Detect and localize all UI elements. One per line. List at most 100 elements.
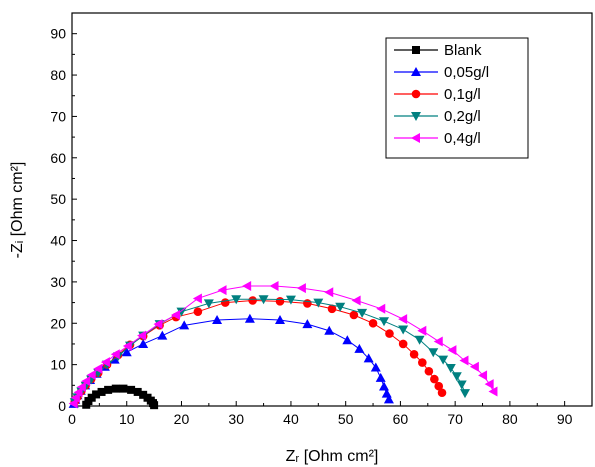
- data-point: [379, 317, 389, 327]
- x-tick-label: 50: [338, 411, 354, 427]
- data-point: [150, 401, 159, 410]
- legend-marker: [411, 89, 421, 99]
- legend-label: 0,1g/l: [444, 86, 481, 103]
- data-point: [488, 386, 498, 397]
- data-point: [417, 325, 427, 336]
- legend: Blank 0,05g/l 0,1g/l 0,2g/l 0,4g/l: [385, 37, 529, 159]
- x-tick-label: 30: [228, 411, 244, 427]
- data-point: [349, 310, 359, 320]
- data-point: [447, 345, 457, 356]
- data-point: [459, 355, 469, 366]
- legend-entry: 0,05g/l: [394, 64, 489, 81]
- data-point: [368, 318, 378, 328]
- data-point: [179, 320, 190, 330]
- data-point: [122, 341, 132, 352]
- data-point: [275, 314, 285, 324]
- data-point: [296, 283, 306, 294]
- data-point: [133, 387, 142, 396]
- data-point: [342, 335, 353, 345]
- axes: 0 10 20 30 40 50 60 70 80 90 0 10 20 30 40 50 60 70 80 90: [50, 26, 572, 427]
- data-point: [269, 281, 279, 292]
- legend-entry: Blank: [394, 42, 482, 59]
- data-point: [139, 390, 148, 399]
- legend-label: Blank: [444, 42, 482, 59]
- x-tick-label: 70: [447, 411, 463, 427]
- data-point: [354, 343, 365, 353]
- data-point: [157, 330, 168, 340]
- data-point: [275, 297, 285, 306]
- series-1: [68, 313, 394, 408]
- data-point: [76, 381, 86, 392]
- data-point: [398, 314, 408, 325]
- legend-marker: [411, 67, 421, 76]
- data-point: [138, 338, 149, 348]
- legend-label: 0,4g/l: [444, 130, 481, 147]
- data-point: [313, 298, 324, 308]
- data-point: [335, 302, 346, 312]
- data-point: [171, 309, 180, 320]
- data-point: [302, 319, 313, 329]
- y-tick-label: 40: [50, 233, 66, 249]
- data-point: [192, 293, 202, 304]
- data-point: [438, 355, 449, 365]
- data-point: [104, 385, 113, 394]
- y-tick-label: 0: [58, 398, 66, 414]
- y-tick-label: 30: [50, 274, 66, 290]
- data-point: [87, 393, 96, 402]
- data-point: [385, 329, 394, 338]
- data-point: [217, 285, 227, 296]
- data-point: [398, 339, 408, 349]
- data-point: [456, 380, 467, 390]
- data-point: [203, 299, 214, 309]
- x-tick-label: 40: [283, 411, 299, 427]
- data-point: [121, 347, 132, 357]
- data-point: [383, 394, 394, 404]
- data-point: [73, 387, 83, 398]
- data-point: [285, 295, 296, 305]
- x-tick-label: 10: [119, 411, 135, 427]
- y-tick-label: 70: [50, 108, 66, 124]
- data-point: [469, 361, 479, 372]
- y-tick-label: 90: [50, 26, 66, 42]
- data-point: [409, 349, 419, 359]
- data-point: [110, 349, 120, 360]
- legend-marker: [411, 133, 420, 143]
- data-point: [363, 353, 374, 363]
- data-point: [351, 295, 361, 306]
- data-point: [484, 379, 494, 390]
- series-layer: [68, 281, 498, 410]
- data-point: [68, 398, 78, 409]
- legend-marker: [412, 46, 420, 54]
- y-tick-label: 20: [50, 315, 66, 331]
- data-point: [375, 372, 386, 382]
- data-point: [324, 325, 335, 335]
- data-point: [92, 390, 101, 399]
- data-point: [424, 366, 434, 376]
- data-point: [111, 384, 120, 393]
- y-tick-label: 60: [50, 150, 66, 166]
- data-point: [127, 385, 136, 394]
- data-point: [379, 381, 389, 391]
- data-point: [428, 348, 439, 358]
- data-point: [303, 299, 312, 308]
- data-point: [70, 392, 80, 403]
- data-point: [327, 304, 337, 314]
- legend-marker: [411, 112, 421, 121]
- data-point: [220, 298, 230, 307]
- data-point: [478, 370, 488, 381]
- data-point: [153, 319, 163, 330]
- y-tick-label: 80: [50, 67, 66, 83]
- data-point: [258, 295, 269, 305]
- y-tick-label: 10: [50, 357, 66, 373]
- x-tick-label: 60: [393, 411, 409, 427]
- data-point: [324, 287, 334, 298]
- x-tick-label: 80: [502, 411, 518, 427]
- legend-label: 0,2g/l: [444, 108, 481, 125]
- data-point: [100, 357, 110, 368]
- data-point: [445, 363, 456, 373]
- data-point: [376, 303, 386, 314]
- data-point: [248, 296, 257, 305]
- legend-label: 0,05g/l: [444, 64, 489, 81]
- data-point: [433, 336, 443, 347]
